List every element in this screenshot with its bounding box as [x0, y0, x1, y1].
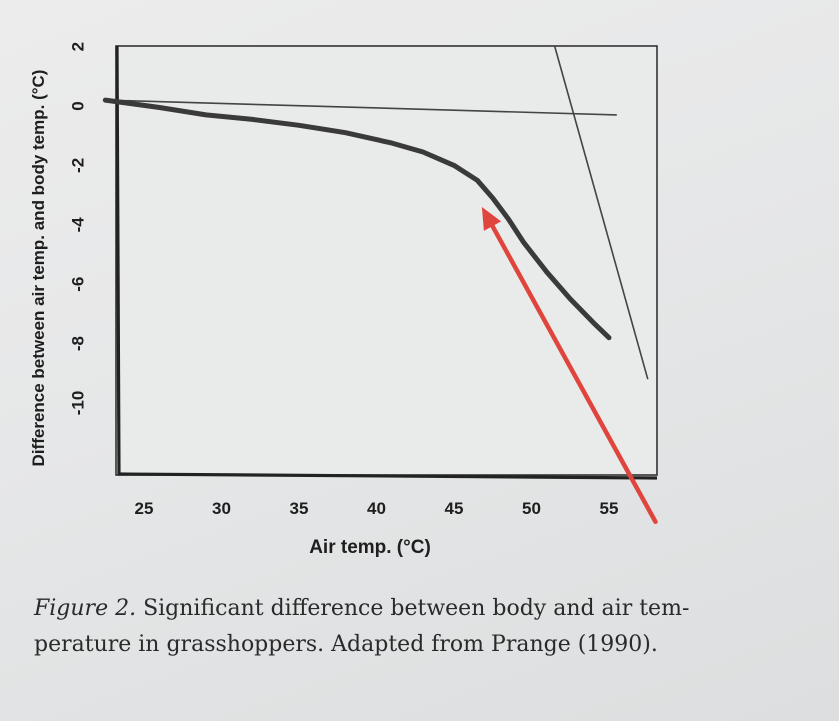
- figure-caption: Figure 2. Significant difference between…: [34, 591, 724, 663]
- x-axis-label: Air temp. (°C): [309, 537, 431, 558]
- y-axis-label: Difference between air temp. and body te…: [29, 70, 48, 467]
- reference-line-2: [554, 46, 649, 380]
- figure-caption-text: Significant difference between body and …: [34, 596, 690, 657]
- series-line-1: [102, 97, 612, 341]
- y-tick-label: 0: [69, 101, 88, 110]
- plot-area: [115, 45, 658, 476]
- y-tick-label: -4: [69, 217, 88, 233]
- y-tick-label: -2: [69, 158, 88, 173]
- y-tick-label: -6: [69, 277, 88, 292]
- x-tick-label: 45: [445, 499, 464, 518]
- x-axis: [117, 472, 658, 480]
- y-tick-label: -10: [69, 391, 88, 416]
- y-tick-label: 2: [69, 42, 88, 51]
- reference-line-1: [110, 99, 617, 116]
- x-tick-label: 50: [522, 499, 541, 518]
- x-tick-label: 25: [135, 499, 154, 518]
- figure-caption-label: Figure 2.: [34, 596, 137, 621]
- x-tick-label: 30: [212, 499, 231, 518]
- x-tick-label: 40: [367, 499, 386, 518]
- annotation-arrow-head: [481, 207, 502, 231]
- y-tick-label: -8: [69, 336, 88, 351]
- x-tick-label: 55: [600, 499, 619, 518]
- annotation-arrow-shaft: [489, 222, 658, 525]
- x-tick-label: 35: [290, 499, 309, 518]
- y-axis: [115, 45, 121, 476]
